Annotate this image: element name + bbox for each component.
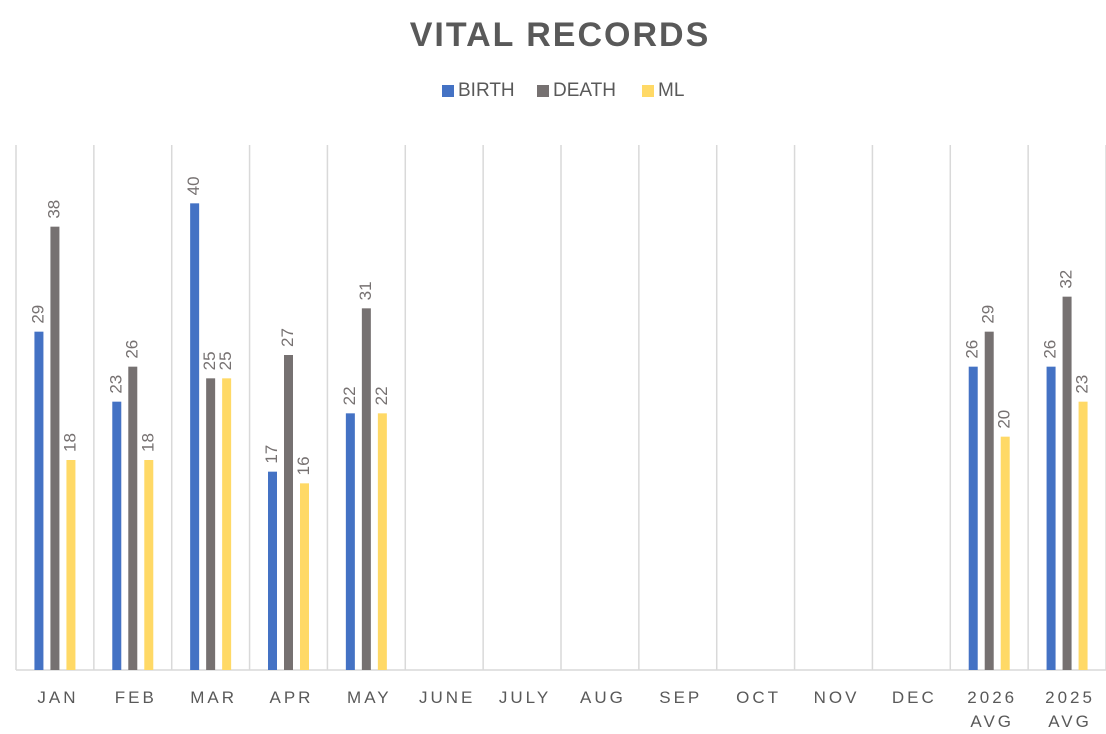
bar xyxy=(206,378,216,670)
data-label: 17 xyxy=(262,445,281,464)
legend-label: ML xyxy=(658,80,684,101)
data-label: 40 xyxy=(184,176,203,195)
data-label: 26 xyxy=(122,340,141,359)
x-tick-label: FEB xyxy=(114,688,157,707)
bar xyxy=(1000,436,1010,670)
legend-swatch xyxy=(537,85,549,97)
legend-swatch xyxy=(442,85,454,97)
data-label: 38 xyxy=(44,200,63,219)
bar xyxy=(66,460,76,670)
bar xyxy=(284,355,293,670)
legend-swatch xyxy=(642,85,654,97)
x-tick-label: AUG xyxy=(580,688,626,707)
data-label: 23 xyxy=(1073,375,1092,394)
x-tick-label: JAN xyxy=(37,688,79,707)
bar xyxy=(128,366,138,670)
x-tick-label: SEP xyxy=(659,688,703,707)
data-label: 29 xyxy=(979,305,998,324)
bar xyxy=(377,413,387,670)
bar xyxy=(1078,401,1088,670)
data-label: 16 xyxy=(294,456,313,475)
x-tick-label: NOV xyxy=(813,688,860,707)
bar xyxy=(144,460,154,670)
data-label: 18 xyxy=(60,433,79,452)
legend-label: BIRTH xyxy=(458,80,515,101)
x-tick-label: MAR xyxy=(190,688,238,707)
bar xyxy=(190,203,200,671)
bar xyxy=(112,401,122,670)
data-label: 22 xyxy=(372,386,391,405)
bar xyxy=(1046,366,1056,670)
data-label: 20 xyxy=(995,410,1014,429)
bar xyxy=(361,308,371,670)
bar xyxy=(984,331,994,670)
bar xyxy=(222,378,232,670)
x-tick-label: MAY xyxy=(347,688,392,707)
data-label: 18 xyxy=(138,433,157,452)
data-label: 31 xyxy=(356,281,375,300)
bar xyxy=(268,471,277,670)
x-tick-label: JUNE xyxy=(419,688,476,707)
data-label: 32 xyxy=(1057,270,1076,289)
x-tick-label: APR xyxy=(269,688,314,707)
data-label: 29 xyxy=(28,305,47,324)
bar xyxy=(34,331,44,670)
bar xyxy=(968,366,978,670)
data-label: 22 xyxy=(340,386,359,405)
bar xyxy=(1062,296,1072,670)
x-tick-label: JULY xyxy=(498,688,552,707)
bar xyxy=(50,226,60,670)
data-label: 23 xyxy=(106,375,125,394)
legend-label: DEATH xyxy=(553,80,616,101)
x-tick-label: OCT xyxy=(736,688,782,707)
bar xyxy=(300,483,309,670)
data-label: 25 xyxy=(216,351,235,370)
data-label: 26 xyxy=(1041,340,1060,359)
data-label: 25 xyxy=(200,351,219,370)
x-tick-label: 2025 AVG xyxy=(1045,688,1095,731)
data-label: 27 xyxy=(278,328,297,347)
chart-title: VITAL RECORDS xyxy=(410,16,711,54)
x-tick-label: DEC xyxy=(891,688,937,707)
bar xyxy=(345,413,355,670)
data-label: 26 xyxy=(963,340,982,359)
x-tick-label: 2026 AVG xyxy=(967,688,1018,731)
